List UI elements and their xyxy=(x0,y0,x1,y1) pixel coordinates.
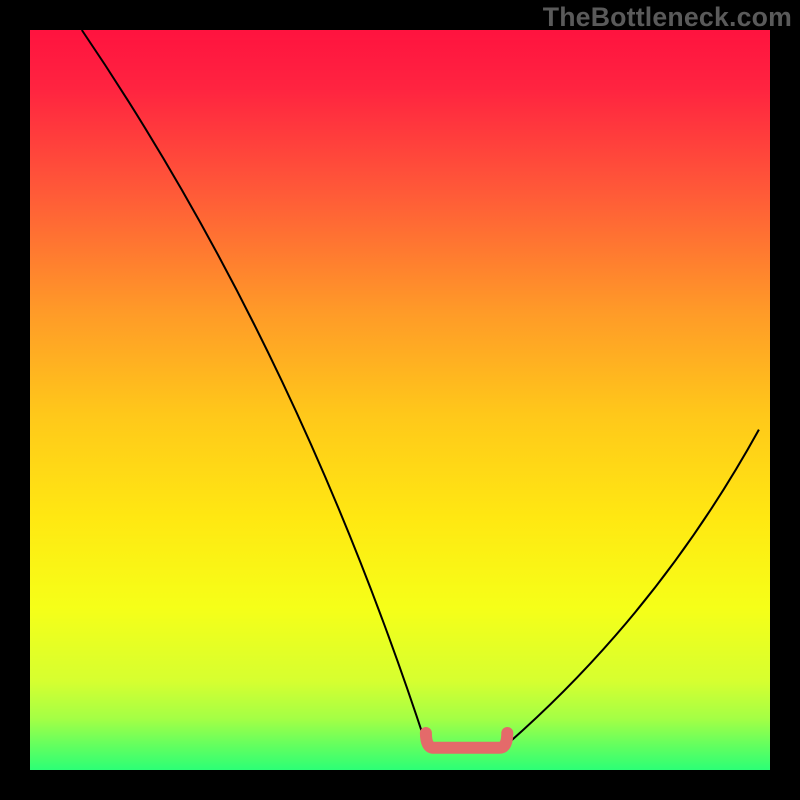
bottleneck-chart xyxy=(0,0,800,800)
chart-container: TheBottleneck.com xyxy=(0,0,800,800)
plot-background xyxy=(30,30,770,770)
